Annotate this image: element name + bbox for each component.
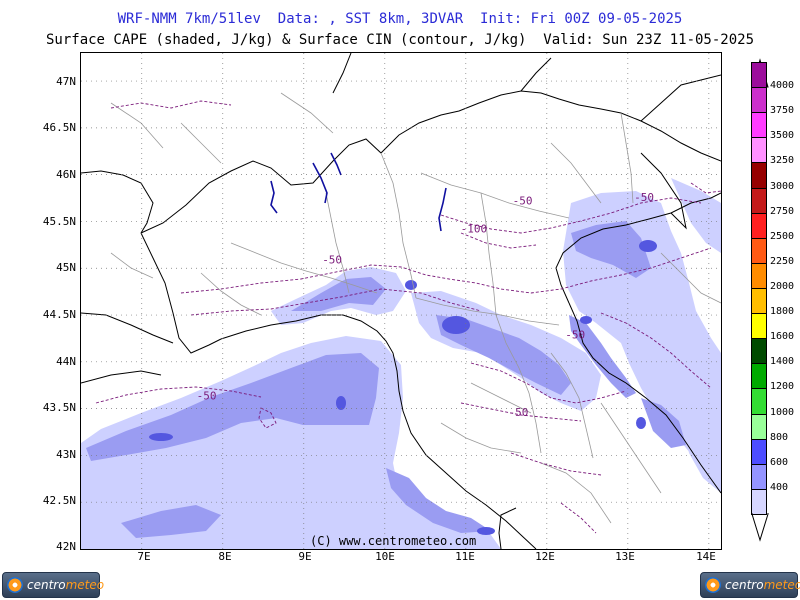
centrometeo-emblem-icon: [7, 577, 23, 593]
colorbar-label: 3500: [770, 130, 795, 142]
regional-borders: [110, 92, 721, 524]
colorbar-label: 2250: [770, 255, 795, 267]
map-subtitle: Surface CAPE (shaded, J/kg) & Surface CI…: [45, 32, 754, 48]
logo-text-accent: meteo: [65, 578, 105, 592]
colorbar-label: 600: [770, 456, 789, 468]
colorbar-label: 1400: [770, 356, 795, 368]
colorbar-label: 1000: [770, 406, 795, 418]
colorbar-label: 2000: [770, 281, 795, 292]
lat-label: 46.5N: [42, 121, 76, 134]
lakes: [270, 152, 447, 232]
colorbar-swatch: [751, 212, 767, 239]
cin-contour-label: -50: [322, 254, 342, 267]
colorbar-label: 3250: [770, 155, 795, 167]
logo-text: centro: [27, 578, 66, 592]
colorbar-label: 1600: [770, 331, 795, 343]
lat-label: 47N: [56, 75, 76, 88]
cin-contour-labels: -50 -100 -50 -50 -50 -50 -50: [197, 191, 654, 419]
lat-label: 42N: [56, 540, 76, 553]
colorbar-label: 3750: [770, 105, 795, 117]
map-gridlines: [81, 53, 721, 549]
lon-label: 8E: [218, 550, 232, 563]
logo-wordmark: centrometeo: [27, 578, 104, 592]
colorbar-swatch: [751, 363, 767, 390]
colorbar-label: 400: [770, 481, 789, 493]
colorbar-swatch: [751, 237, 767, 264]
cin-contour-label: -50: [565, 328, 585, 341]
colorbar-swatch: [751, 87, 767, 114]
colorbar-swatch: [751, 338, 767, 365]
colorbar-swatch: [751, 62, 767, 89]
logo-wordmark: centrometeo: [725, 578, 800, 592]
colorbar-tail: [751, 513, 769, 542]
colorbar-label: 1200: [770, 381, 795, 393]
colorbar-swatch: [751, 488, 767, 515]
lat-label: 42.5N: [42, 494, 76, 507]
cin-contours: [95, 100, 721, 534]
colorbar-label: 1800: [770, 306, 795, 318]
cin-contour-label: -50: [509, 406, 529, 419]
cin-contour-label: -100: [461, 223, 488, 236]
colorbar-label: 2750: [770, 205, 795, 217]
lon-label: 14E: [696, 550, 716, 563]
colorbar-swatch: [751, 162, 767, 189]
logo-text-accent: meteo: [763, 578, 800, 592]
colorbar-swatch: [751, 438, 767, 465]
cape-colorbar: [751, 62, 767, 515]
cin-contour-label: -50: [513, 195, 533, 208]
colorbar-label: 2500: [770, 230, 795, 242]
lat-label: 45N: [56, 261, 76, 274]
cin-contour-label: -50: [634, 191, 654, 204]
colorbar-label: 800: [770, 431, 789, 443]
colorbar-swatch: [751, 262, 767, 289]
lat-label: 43N: [56, 448, 76, 461]
colorbar-swatch: [751, 187, 767, 214]
centrometeo-logo-left[interactable]: centrometeo: [2, 572, 104, 598]
lon-label: 10E: [375, 550, 395, 563]
lon-label: 9E: [298, 550, 312, 563]
lat-label: 43.5N: [42, 401, 76, 414]
cape-cin-map: -50 -100 -50 -50 -50 -50 -50: [81, 53, 721, 549]
colorbar-swatch: [751, 112, 767, 139]
colorbar-label: 3000: [770, 180, 795, 192]
lon-label: 12E: [535, 550, 555, 563]
colorbar-swatch: [751, 413, 767, 440]
colorbar-swatch: [751, 137, 767, 164]
map-frame: -50 -100 -50 -50 -50 -50 -50: [80, 52, 722, 550]
national-borders: [81, 53, 721, 384]
centrometeo-emblem-icon: [705, 577, 721, 593]
colorbar-swatch: [751, 388, 767, 415]
map-title: WRF-NMM 7km/51lev Data: , SST 8km, 3DVAR…: [117, 11, 683, 27]
lat-label: 44N: [56, 355, 76, 368]
colorbar-label: 4000: [770, 80, 795, 92]
logo-text: centro: [725, 578, 764, 592]
lon-label: 11E: [455, 550, 475, 563]
lon-label: 13E: [615, 550, 635, 563]
lon-label: 7E: [137, 550, 151, 563]
colorbar-swatch: [751, 288, 767, 315]
cin-contour-label: -50: [197, 389, 217, 402]
lat-label: 46N: [56, 168, 76, 181]
colorbar-swatch: [751, 463, 767, 490]
lat-label: 44.5N: [42, 308, 76, 321]
colorbar-swatch: [751, 313, 767, 340]
centrometeo-logo-right[interactable]: centrometeo: [700, 572, 800, 598]
lat-label: 45.5N: [42, 215, 76, 228]
copyright-text: (C) www.centrometeo.com: [310, 534, 477, 548]
